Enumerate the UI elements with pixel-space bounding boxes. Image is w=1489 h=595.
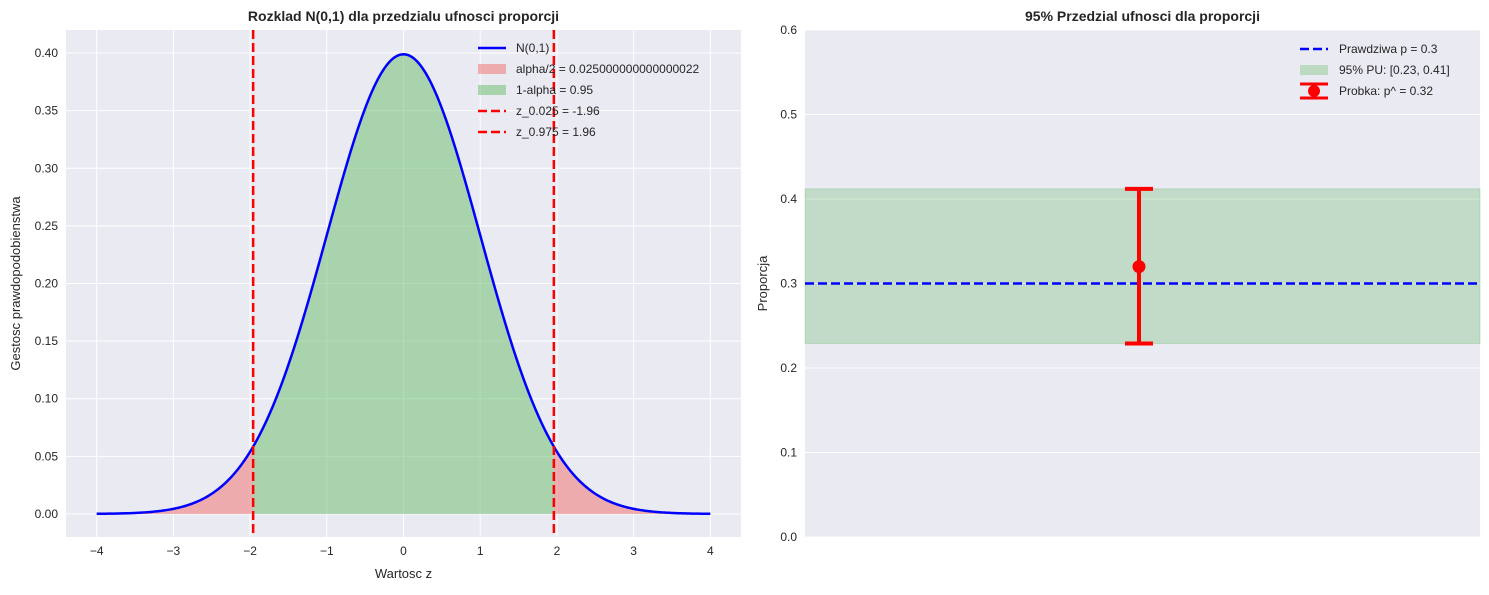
chart-title: 95% Przedzial ufnosci dla proporcji (1025, 8, 1260, 24)
y-tick-label: 0.1 (780, 446, 797, 460)
y-tick-label: 0.10 (35, 392, 59, 406)
left-tail-area (96, 446, 254, 514)
y-tick-label: 0.05 (35, 449, 59, 463)
normal-curve (96, 53, 711, 516)
legend-marker-point (1308, 85, 1320, 97)
x-tick-label: −4 (90, 544, 104, 558)
y-tick-label: 0.15 (35, 334, 59, 348)
y-axis-label: Proporcja (755, 255, 770, 311)
x-tick-label: 0 (400, 544, 407, 558)
legend-label: z_0.025 = -1.96 (516, 104, 600, 118)
legend-label: alpha/2 = 0.025000000000000022 (516, 62, 700, 76)
y-tick-label: 0.0 (780, 530, 797, 544)
x-tick-label: −1 (320, 544, 334, 558)
y-tick-label: 0.4 (780, 192, 797, 206)
right-tail-area (553, 446, 711, 514)
legend-label: 95% PU: [0.23, 0.41] (1339, 63, 1450, 77)
legend-marker-center (478, 85, 506, 95)
legend-label: N(0,1) (516, 41, 549, 55)
legend-marker-tail (478, 64, 506, 74)
x-tick-label: −2 (243, 544, 257, 558)
y-tick-label: 0.35 (35, 104, 59, 118)
x-tick-label: 4 (707, 544, 714, 558)
y-tick-label: 0.25 (35, 219, 59, 233)
y-axis-label: Gestosc prawdopodobienstwa (8, 196, 23, 371)
normal-distribution-chart: −4 −3 −2 −1 0 1 2 3 4 0.00 0.05 0.10 0.15 0.20 0.25 0.3… (8, 8, 741, 581)
y-tick-label: 0.5 (780, 108, 797, 122)
sample-point (1132, 260, 1146, 274)
legend-label: z_0.975 = 1.96 (516, 125, 596, 139)
legend-label: Probka: p^ = 0.32 (1339, 84, 1433, 98)
legend-label: Prawdziwa p = 0.3 (1339, 42, 1438, 56)
legend-label: 1-alpha = 0.95 (516, 83, 593, 97)
legend-marker-ci (1300, 65, 1328, 75)
confidence-interval-chart: 0.0 0.1 0.2 0.3 0.4 0.5 0.6 95% Przedzial ufnos… (755, 8, 1481, 544)
legend: Prawdziwa p = 0.3 95% PU: [0.23, 0.41] Pro… (1300, 42, 1450, 100)
x-tick-label: 2 (554, 544, 561, 558)
y-tick-label: 0.2 (780, 361, 797, 375)
center-area (253, 54, 554, 514)
x-tick-label: −3 (167, 544, 181, 558)
y-tick-label: 0.6 (780, 23, 797, 37)
y-tick-label: 0.30 (35, 161, 59, 175)
y-tick-label: 0.3 (780, 277, 797, 291)
legend: N(0,1) alpha/2 = 0.025000000000000022 1-al… (478, 41, 700, 139)
y-tick-label: 0.00 (35, 507, 59, 521)
x-tick-label: 3 (630, 544, 637, 558)
y-tick-label: 0.20 (35, 277, 59, 291)
x-axis-label: Wartosc z (375, 566, 432, 581)
x-tick-label: 1 (477, 544, 484, 558)
y-tick-label: 0.40 (35, 46, 59, 60)
chart-title: Rozklad N(0,1) dla przedzialu ufnosci pr… (248, 8, 559, 24)
